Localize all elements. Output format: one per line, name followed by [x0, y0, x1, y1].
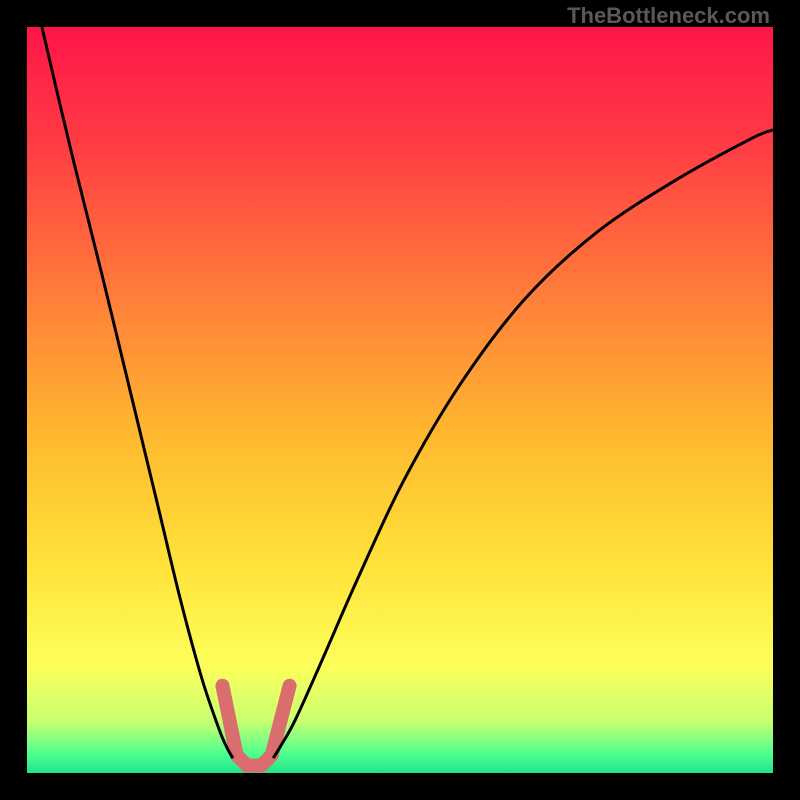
chart-svg [27, 27, 773, 773]
chart-frame: TheBottleneck.com [0, 0, 800, 800]
gradient-background [27, 27, 773, 773]
watermark-text: TheBottleneck.com [567, 3, 770, 29]
